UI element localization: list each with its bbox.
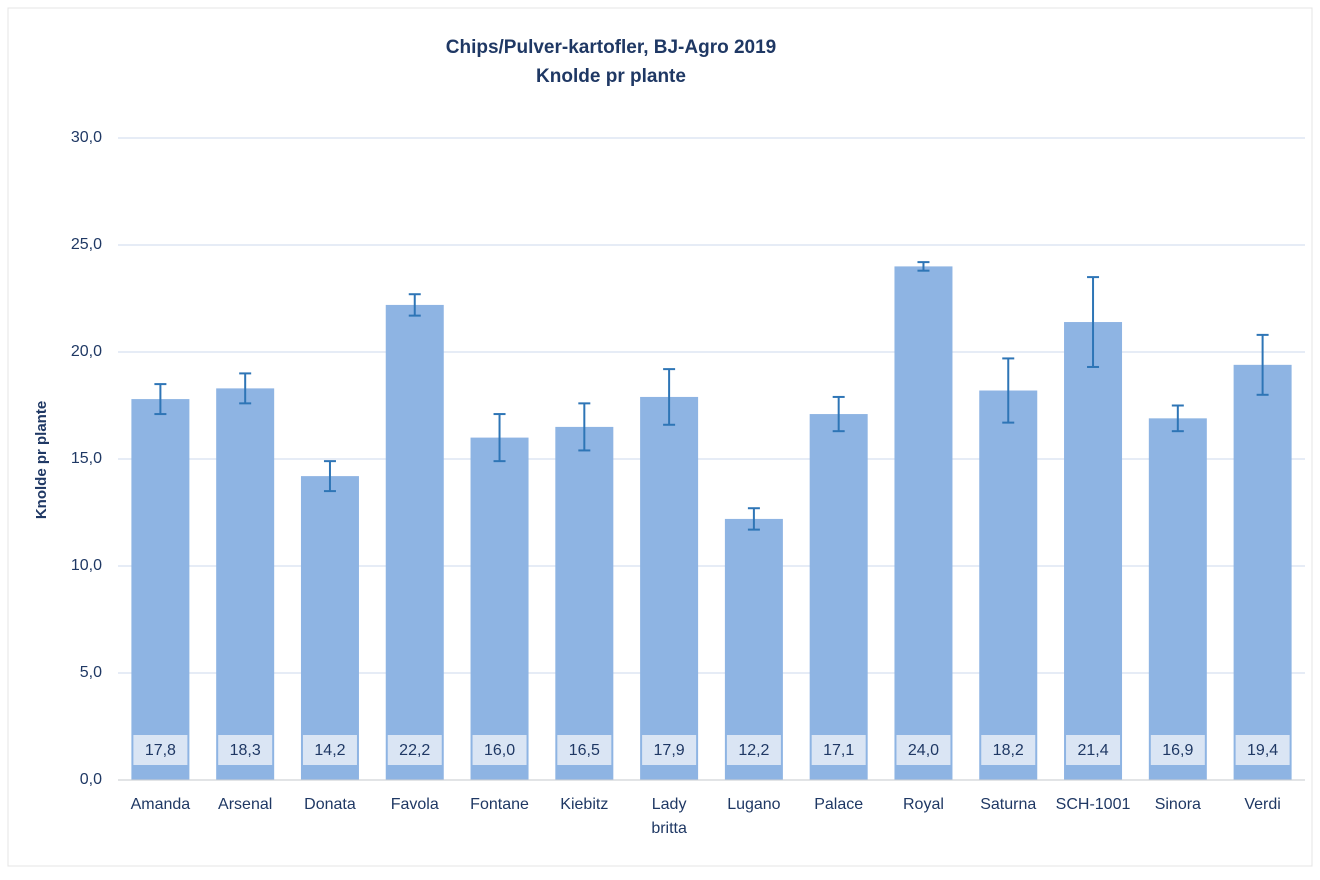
y-tick-label: 30,0 (71, 129, 102, 146)
x-tick-label: Royal (903, 796, 944, 813)
value-label-box (557, 735, 612, 765)
value-label-box (302, 735, 357, 765)
bar (131, 399, 190, 780)
y-tick-label: 20,0 (71, 343, 102, 360)
value-label: 22,2 (399, 742, 430, 759)
value-label-box (811, 735, 866, 765)
value-label: 16,9 (1162, 742, 1193, 759)
bar (640, 396, 699, 780)
value-label: 18,2 (993, 742, 1024, 759)
value-label: 17,1 (823, 742, 854, 759)
bar (470, 437, 529, 780)
value-label: 17,8 (145, 742, 176, 759)
x-tick-label: SCH-1001 (1056, 796, 1131, 813)
bar (809, 414, 868, 780)
value-label-box (472, 735, 527, 765)
value-label-box (896, 735, 951, 765)
x-tick-label: Lugano (727, 796, 780, 813)
x-tick-label: Arsenal (218, 796, 272, 813)
chart-border (7, 7, 1313, 867)
x-tick-label: Amanda (131, 796, 191, 813)
bar (555, 426, 614, 780)
y-tick-label: 5,0 (80, 664, 102, 681)
value-label-box (1066, 735, 1121, 765)
value-label-box (981, 735, 1036, 765)
y-tick-label: 0,0 (80, 771, 102, 788)
value-label: 18,3 (230, 742, 261, 759)
value-label: 24,0 (908, 742, 939, 759)
value-label-box (1235, 735, 1290, 765)
chart-subtitle: Knolde pr plante (536, 66, 686, 87)
value-label: 19,4 (1247, 742, 1278, 759)
y-axis-label: Knolde pr plante (33, 401, 50, 519)
chart-title: Chips/Pulver-kartofler, BJ-Agro 2019 (446, 37, 777, 58)
value-label-box (218, 735, 273, 765)
bar (1148, 418, 1207, 780)
value-label: 21,4 (1077, 742, 1108, 759)
x-tick-label: Saturna (980, 796, 1036, 813)
bar (1064, 322, 1123, 780)
bar (894, 266, 953, 780)
value-label: 17,9 (654, 742, 685, 759)
x-tick-label: Palace (814, 796, 863, 813)
x-tick-label: Favola (391, 796, 439, 813)
x-tick-label: Fontane (470, 796, 529, 813)
bar (216, 388, 275, 780)
value-label-box (726, 735, 781, 765)
x-tick-label: Sinora (1155, 796, 1201, 813)
y-tick-label: 25,0 (71, 236, 102, 253)
value-label-box (133, 735, 188, 765)
y-tick-label: 15,0 (71, 450, 102, 467)
value-label: 14,2 (314, 742, 345, 759)
value-label: 16,0 (484, 742, 515, 759)
x-tick-label: Kiebitz (560, 796, 608, 813)
value-label: 16,5 (569, 742, 600, 759)
y-tick-label: 10,0 (71, 557, 102, 574)
value-label-box (642, 735, 697, 765)
bar (300, 476, 359, 780)
x-tick-label: Donata (304, 796, 356, 813)
bar (385, 304, 444, 780)
value-label-box (387, 735, 442, 765)
x-tick-label: Lady britta (651, 796, 687, 837)
value-label-box (1150, 735, 1205, 765)
bar (1233, 364, 1292, 780)
x-tick-label: Verdi (1244, 796, 1280, 813)
bar (979, 390, 1038, 780)
value-label: 12,2 (738, 742, 769, 759)
